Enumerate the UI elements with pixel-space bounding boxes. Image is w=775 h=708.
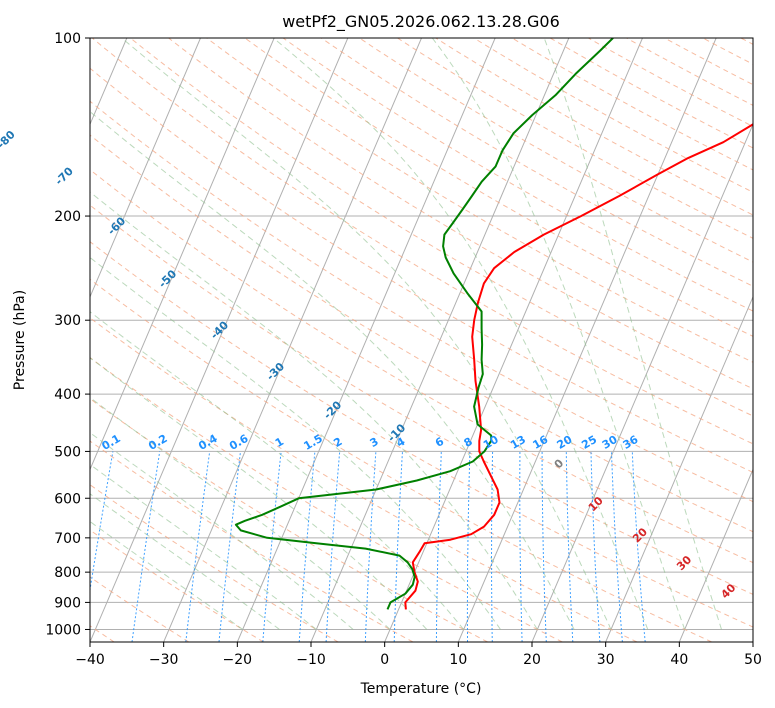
dry-adiabat-line (90, 241, 753, 628)
x-tick-label: 30 (597, 652, 615, 668)
y-tick-label: 700 (54, 531, 81, 547)
plot-frame (89, 37, 754, 643)
mixing-ratio-line (185, 451, 211, 642)
dry-adiabat-line (90, 67, 753, 473)
moist-adiabat-line (90, 311, 465, 630)
temperature-profile-line (404, 123, 753, 610)
x-tick-label: 10 (449, 652, 467, 668)
dry-adiabat-line (320, 38, 753, 287)
isotherm-line (90, 38, 275, 471)
background-lines (90, 38, 753, 642)
y-tick-label: 400 (54, 387, 81, 403)
isotherm-line (531, 123, 753, 642)
dry-adiabat-line (435, 38, 753, 216)
y-tick-label: 100 (54, 31, 81, 47)
y-axis: 100 200 300 400 500 600 700 800 900 1000 (45, 31, 90, 638)
isotherm-line (90, 38, 201, 299)
y-tick-label: 300 (54, 313, 81, 329)
dry-adiabat-line (90, 484, 339, 642)
moist-adiabat-line (431, 38, 686, 630)
dry-adiabat-line (90, 100, 753, 503)
dry-adiabat-line (206, 38, 753, 363)
isotherm-line (457, 38, 717, 642)
dry-adiabat-line (91, 38, 753, 445)
y-tick-label: 600 (54, 491, 81, 507)
y-tick-label: 800 (54, 565, 81, 581)
moist-adiabat-line (273, 38, 649, 630)
isotherm-line (384, 38, 643, 642)
mixing-ratio-line (131, 451, 161, 642)
isotherm-line (605, 295, 753, 642)
moist-adiabat-line (90, 396, 391, 630)
moist-adiabat-line (90, 432, 354, 630)
x-axis-title: Temperature (°C) (360, 681, 482, 697)
moist-adiabat-line (121, 38, 612, 630)
y-tick-label: 1000 (45, 622, 81, 638)
dry-adiabat-line (168, 38, 753, 390)
x-axis: −40 −30 −20 −10 0 10 20 30 40 50 (75, 642, 762, 668)
y-tick-label: 500 (54, 444, 81, 460)
isotherm-line (90, 38, 349, 642)
moist-adiabat-line (90, 520, 243, 630)
x-tick-label: 0 (380, 652, 389, 668)
moist-adiabat-line (90, 463, 317, 630)
moist-adiabat-line (90, 357, 428, 630)
mixing-ratio-line (90, 451, 114, 594)
dry-adiabat-line (549, 38, 753, 149)
x-tick-label: −30 (149, 652, 179, 668)
x-tick-label: −20 (223, 652, 253, 668)
moist-adiabat-line (543, 38, 722, 630)
moist-adiabat-line (90, 493, 280, 630)
isotherm-line (163, 38, 422, 642)
moist-adiabat-line (90, 256, 501, 630)
dry-adiabat-line (282, 38, 753, 312)
y-tick-label: 200 (54, 209, 81, 225)
dry-adiabat-line (473, 38, 753, 193)
y-tick-label: 900 (54, 595, 81, 611)
dry-adiabat-line (90, 134, 753, 533)
dry-adiabat-line (130, 38, 753, 417)
dry-adiabat-line (90, 278, 712, 642)
x-tick-label: −40 (75, 652, 105, 668)
isotherm-line (236, 38, 496, 642)
chart-title: wetPf2_GN05.2026.062.13.28.G06 (282, 12, 560, 32)
series-layer (234, 38, 753, 610)
x-tick-label: 20 (523, 652, 541, 668)
x-tick-label: 50 (744, 652, 762, 668)
dewpoint-profile-line (234, 38, 614, 610)
y-axis-title: Pressure (hPa) (12, 290, 28, 390)
x-tick-label: −10 (296, 652, 326, 668)
x-tick-label: 40 (670, 652, 688, 668)
isotherm-line (678, 468, 753, 642)
